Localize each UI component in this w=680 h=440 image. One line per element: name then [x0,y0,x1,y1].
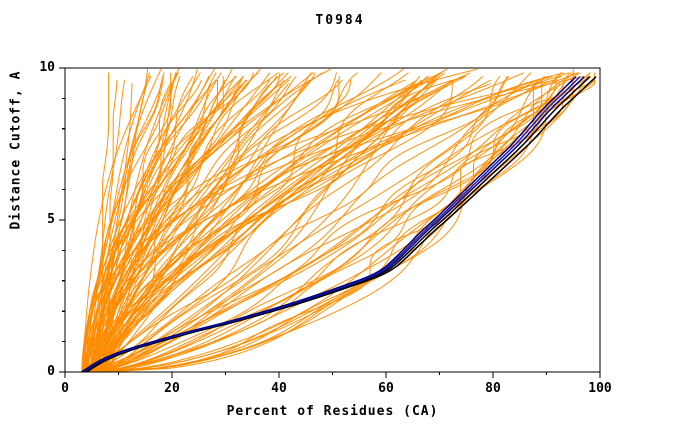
model-curve [87,76,236,372]
model-curve [97,72,575,372]
curves-layer [80,68,597,372]
model-curve [105,79,118,372]
model-curve [91,68,233,372]
model-curve [106,79,218,372]
model-curve [104,72,314,372]
model-curve [94,79,543,372]
model-curve [88,79,574,372]
model-curve [98,72,581,372]
model-curve [107,72,442,372]
model-curve [93,76,562,372]
model-curve [91,76,341,372]
model-curve [87,76,441,372]
model-curve [96,72,271,372]
model-curve [102,79,453,372]
y-tick-label: 0 [47,364,55,379]
model-curve [90,72,337,372]
model-curve [106,76,244,372]
model-curve [84,76,463,372]
model-curve [106,76,194,372]
x-tick-label: 80 [485,381,501,396]
x-tick-label: 100 [588,381,612,396]
model-curve [84,79,539,372]
model-curve [94,72,579,372]
y-tick-label: 5 [47,212,55,227]
model-curve [104,72,532,372]
model-curve [98,72,110,372]
chart-title: T0984 [315,13,365,28]
model-curve [97,72,165,372]
model-curve [90,83,163,372]
model-curve [82,76,152,372]
model-curve [89,72,259,372]
y-axis-label: Distance Cutoff, A [8,70,24,230]
model-curve [82,72,151,372]
x-tick-label: 60 [378,381,394,396]
model-curve [93,76,570,372]
model-curve [91,72,178,372]
model-curve [106,72,177,372]
model-curve [105,68,574,372]
model-curve [86,72,596,372]
model-curve [107,83,416,372]
model-curve [102,83,171,372]
model-curve [95,76,484,372]
highlighted-model-curve [80,76,577,372]
x-tick-label: 0 [61,381,69,396]
model-curve [103,76,557,372]
model-curve [85,83,452,372]
y-tick-label: 10 [39,60,55,75]
x-axis-label: Percent of Residues (CA) [226,404,439,419]
model-curve [94,72,442,372]
x-tick-label: 40 [271,381,287,396]
model-curve [87,76,549,372]
model-curve [100,76,508,372]
model-curve [83,76,510,372]
model-curve [84,76,545,372]
model-curve [98,76,467,372]
model-curve [82,79,351,372]
model-curve [83,79,125,372]
x-tick-label: 20 [164,381,180,396]
axis-ticks [59,67,601,378]
